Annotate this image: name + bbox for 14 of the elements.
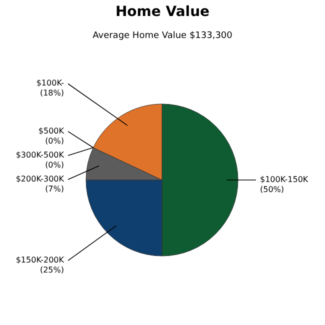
- data-label: (7%): [45, 184, 64, 194]
- text: (0%): [45, 160, 64, 170]
- legend-label: $300K-500K: [16, 150, 65, 160]
- text: (0%): [45, 136, 64, 146]
- slice-label: $100K-150K: [260, 175, 309, 184]
- slice-label: $100K-: [36, 78, 64, 88]
- slice-label: $150K-200K: [16, 256, 65, 265]
- data-label: (25%): [40, 266, 64, 275]
- data-label: (18%): [40, 88, 64, 98]
- chart-subtitle: Average Home Value $133,300: [92, 31, 233, 41]
- slice-label: $200K-300K: [16, 174, 65, 184]
- chart-title: Home Value: [115, 4, 210, 20]
- data-label: (50%): [260, 185, 284, 194]
- category-label: $500K: [38, 126, 64, 136]
